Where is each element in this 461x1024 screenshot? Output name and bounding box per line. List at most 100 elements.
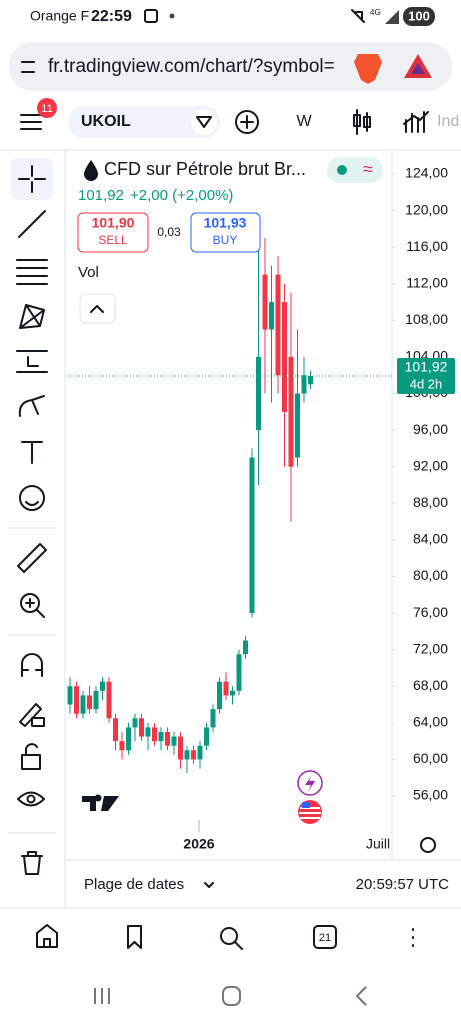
url-bar[interactable] [9,42,452,91]
price-label: 116,00 [406,238,448,254]
price-label: 56,00 [413,787,448,803]
brush-tool[interactable] [18,395,45,417]
url[interactable]: fr.tradingview.com/chart/?symbol= [48,56,335,77]
symbol[interactable]: UKOIL [81,113,131,130]
candle-body [74,686,79,714]
sell-label[interactable]: SELL [98,233,128,247]
price-label: 60,00 [413,750,448,766]
search-tab[interactable] [220,927,238,945]
candle-body [262,274,268,330]
home-tab[interactable] [36,924,58,948]
candle-body [282,302,287,412]
price-label: 124,00 [405,165,448,181]
delete-tool[interactable] [21,851,43,875]
watchlist-tab[interactable] [127,925,142,949]
brave-icon[interactable] [354,54,382,84]
candle-body [301,375,307,394]
candle-body [119,741,125,751]
status-pill[interactable] [327,157,383,183]
buy-button[interactable] [190,212,261,253]
emoji-tool[interactable] [19,485,45,511]
tabs-count: 21 [319,932,331,944]
flag-canton [302,802,310,808]
candle-body [158,731,164,742]
chart-type[interactable] [353,109,371,135]
last-price: 101,92 [405,359,448,375]
battery [403,7,435,26]
price-label: 120,00 [405,201,448,217]
price-label: 76,00 [413,604,448,620]
candle-body [145,727,151,737]
emoji-smile [25,501,39,506]
signal-icon [385,10,399,24]
price-label: 92,00 [413,457,448,473]
price-label: 80,00 [413,567,448,583]
flag-icon [196,116,212,128]
candle-body [223,681,229,696]
candle-body [243,640,248,655]
dropdown-icon [204,882,214,888]
zoom-tool[interactable] [20,593,40,613]
search-handle [234,941,243,950]
recents-button[interactable] [94,988,110,1004]
buy-price[interactable]: 101,93 [204,215,247,231]
dot [169,13,175,19]
tv-logo-dot [94,794,102,802]
projection-tool[interactable] [16,350,48,373]
flag-button[interactable] [191,109,217,135]
add-symbol[interactable] [235,110,259,134]
candles [67,219,313,774]
interval[interactable]: W [296,113,312,130]
magnet-tool[interactable] [21,653,43,677]
sell-button[interactable] [77,212,149,253]
candle-body [93,690,99,710]
menu-icon[interactable] [20,114,42,130]
unlock-tool[interactable] [21,743,41,770]
candle-body [80,695,86,714]
price-label: 96,00 [413,421,448,437]
screenshot-icon [144,9,158,23]
fib-tool[interactable] [16,259,48,285]
countdown: 4d 2h [410,376,443,391]
settings-icon[interactable] [420,837,436,853]
candle-body [204,727,209,746]
cfd-icon: ≈ [363,159,373,179]
candle-body [236,654,242,691]
clock: 22:59 [91,8,132,25]
collapse-button[interactable] [79,293,116,324]
sell-price[interactable]: 101,90 [92,215,135,231]
symbol-search[interactable] [68,106,220,138]
battery-level: 100 [408,8,430,23]
candle-body [249,457,255,614]
candle-body [165,731,170,746]
mute-icon [351,9,365,23]
cursor-tool[interactable] [18,165,46,193]
candle-body [113,718,118,742]
home-button[interactable] [222,986,241,1006]
price-label: 64,00 [413,714,448,730]
indicators[interactable]: Ind [437,113,459,130]
price-label: 84,00 [413,531,448,547]
tabs-tab[interactable] [313,925,337,949]
market-open-dot [337,165,347,175]
trend-line-tool[interactable] [18,210,46,238]
tv-logo [82,796,119,811]
back-button[interactable] [355,986,367,1006]
date-range[interactable]: Plage de dates [84,876,184,893]
buy-label[interactable]: BUY [213,233,238,247]
price-label: 88,00 [413,494,448,510]
lock-drawing-tool[interactable] [19,703,45,727]
zoom-icon [25,598,45,618]
indicators-icon[interactable] [403,111,429,133]
ruler-tool[interactable] [17,543,47,573]
text-tool[interactable] [21,441,43,464]
chevron-up [90,305,104,313]
site-settings-icon[interactable] [21,61,35,73]
utc-clock[interactable]: 20:59:57 UTC [356,876,450,893]
oil-icon [84,160,98,181]
pattern-tool[interactable] [19,304,45,329]
candle-body [256,356,261,431]
candle-body [217,681,222,710]
visibility-tool[interactable] [17,791,45,807]
legend-price: 101,92 [78,187,124,204]
